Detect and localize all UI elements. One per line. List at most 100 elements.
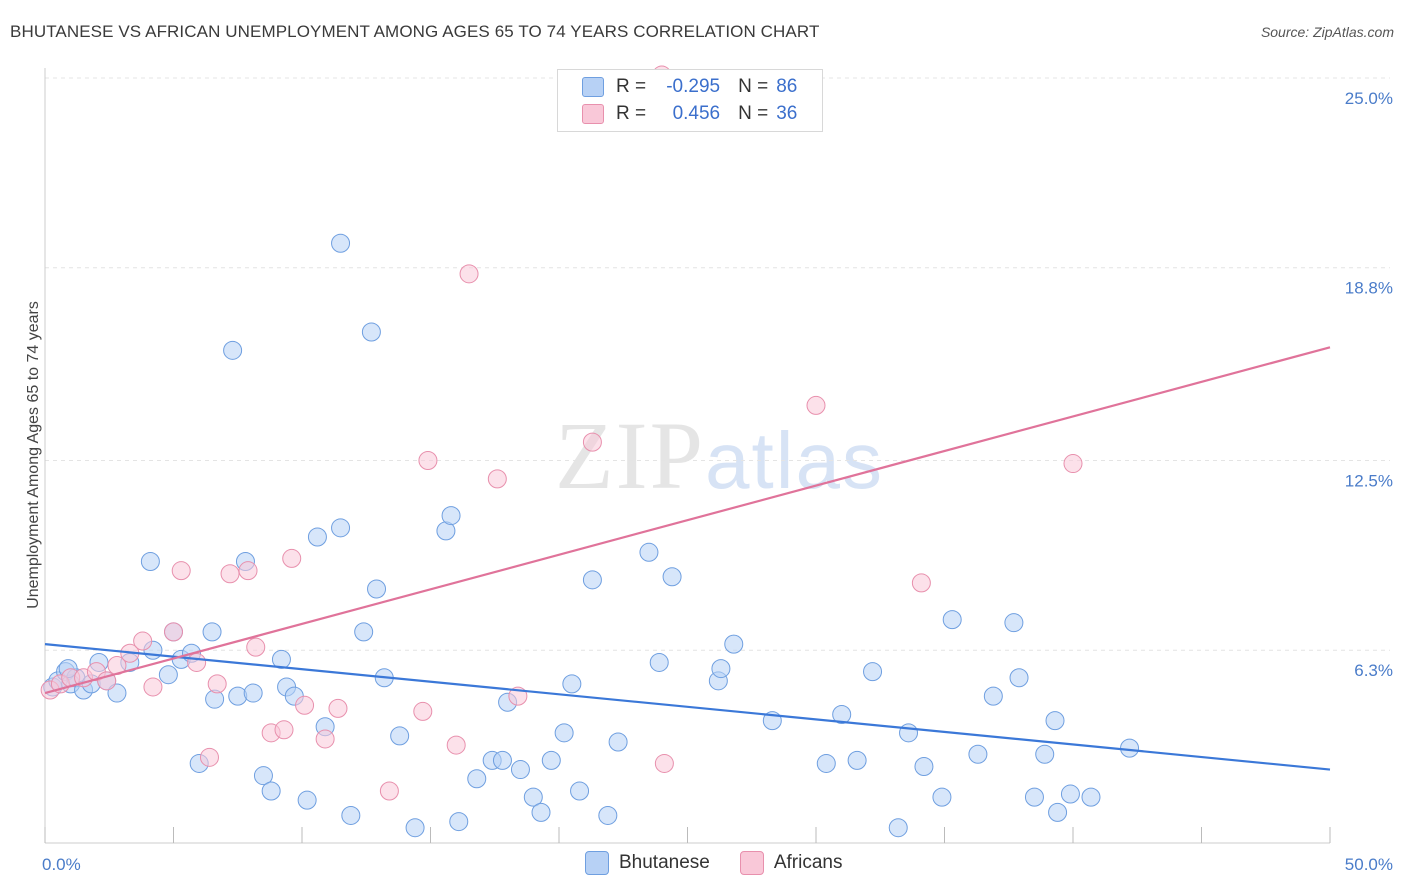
africans-point xyxy=(459,264,479,284)
bhutanese-point xyxy=(1004,613,1024,633)
x-tick-label: 0.0% xyxy=(42,855,81,874)
africans-point xyxy=(133,631,153,651)
bhutanese-point xyxy=(140,551,160,571)
series-legend-africans[interactable]: Africans xyxy=(739,851,843,875)
africans-point xyxy=(171,561,191,581)
bhutanese-point xyxy=(968,744,988,764)
bhutanese-point xyxy=(202,622,222,642)
bhutanese-point xyxy=(649,652,669,672)
y-tick-label: 6.3% xyxy=(1354,661,1393,680)
bhutanese-point xyxy=(467,769,487,789)
bhutanese-point xyxy=(1120,738,1140,758)
bhutanese-point xyxy=(608,732,628,752)
bhutanese-point xyxy=(1035,744,1055,764)
bhutanese-point xyxy=(983,686,1003,706)
x-tick-label: 50.0% xyxy=(1345,855,1393,874)
bhutanese-point xyxy=(492,750,512,770)
legend-swatch-pink xyxy=(582,104,604,124)
bhutanese-point xyxy=(390,726,410,746)
africans-point xyxy=(806,395,826,415)
bhutanese-point xyxy=(341,805,361,825)
source-credit: Source: ZipAtlas.com xyxy=(1260,24,1394,40)
bhutanese-point xyxy=(271,649,291,669)
africans-point xyxy=(199,747,219,767)
africans-point xyxy=(220,564,240,584)
y-tick-label: 12.5% xyxy=(1345,472,1393,491)
africans-point xyxy=(379,781,399,801)
africans-point xyxy=(1063,454,1083,474)
bhutanese-point xyxy=(847,750,867,770)
series-legend-bhutanese[interactable]: Bhutanese xyxy=(585,851,710,875)
bhutanese-point xyxy=(405,818,425,838)
bhutanese-point xyxy=(1081,787,1101,807)
bhutanese-point xyxy=(1048,802,1068,822)
bhutanese-point xyxy=(562,674,582,694)
bhutanese-point xyxy=(449,812,469,832)
africans-point xyxy=(911,573,931,593)
africans-point xyxy=(315,729,335,749)
bhutanese-point xyxy=(570,781,590,801)
bhutanese-point xyxy=(354,622,374,642)
bhutanese-point xyxy=(816,753,836,773)
trend-lines xyxy=(44,346,1331,771)
y-tick-label: 18.8% xyxy=(1345,279,1393,298)
bhutanese-point xyxy=(228,686,248,706)
bhutanese-point xyxy=(541,750,561,770)
legend-r-label: R = xyxy=(616,76,647,97)
tick-labels: 6.3% 12.5% 18.8% 25.0% 0.0% 50.0% xyxy=(42,89,1393,874)
africans-point xyxy=(143,677,163,697)
africans-point xyxy=(295,695,315,715)
data-points xyxy=(40,65,1140,838)
africans-point xyxy=(654,753,674,773)
bhutanese-point xyxy=(863,662,883,682)
bhutanese-point xyxy=(297,790,317,810)
series-swatch-pink xyxy=(739,851,764,875)
legend-row-africans: R = 0.456 N = 36 xyxy=(582,102,797,126)
watermark-zip: ZIP xyxy=(555,402,705,509)
bhutanese-point xyxy=(1060,784,1080,804)
bhutanese-point xyxy=(223,340,243,360)
africans-point xyxy=(187,652,207,672)
africans-point xyxy=(413,701,433,721)
bhutanese-point xyxy=(243,683,263,703)
bhutanese-point xyxy=(598,805,618,825)
bhutanese-point xyxy=(932,787,952,807)
legend-n-value: 36 xyxy=(776,103,798,124)
series-legend-label: Africans xyxy=(773,852,843,873)
bhutanese-point xyxy=(711,659,731,679)
series-swatch-blue xyxy=(585,851,609,875)
legend-row-bhutanese: R = -0.295 N = 86 xyxy=(582,75,797,99)
bhutanese-point xyxy=(261,781,281,801)
africans-trend-line xyxy=(44,346,1331,695)
series-legend-label: Bhutanese xyxy=(619,852,710,873)
africans-point xyxy=(418,451,438,470)
legend-r-value: 0.456 xyxy=(672,103,721,124)
africans-point xyxy=(246,637,266,657)
legend-r-value: -0.295 xyxy=(666,76,721,97)
bhutanese-point xyxy=(531,802,551,822)
legend-swatch-blue xyxy=(582,77,604,97)
axes xyxy=(44,68,1331,844)
y-tick-label: 25.0% xyxy=(1345,89,1393,108)
legend-n-label: N = xyxy=(738,76,769,97)
bhutanese-point xyxy=(331,518,351,538)
bhutanese-point xyxy=(107,683,127,703)
bhutanese-point xyxy=(1045,711,1065,731)
watermark: ZIPatlas xyxy=(555,400,884,511)
legend-r-label: R = xyxy=(616,103,647,124)
bhutanese-point xyxy=(942,610,962,630)
bhutanese-point xyxy=(914,757,934,776)
legend-n-label: N = xyxy=(738,103,769,124)
africans-point xyxy=(328,698,348,718)
bhutanese-point xyxy=(662,567,682,587)
bhutanese-point xyxy=(888,818,908,838)
africans-point xyxy=(282,548,302,568)
bhutanese-point xyxy=(331,233,351,253)
bhutanese-point xyxy=(1009,668,1029,688)
bhutanese-point xyxy=(441,506,461,526)
africans-point xyxy=(207,674,227,694)
bhutanese-point xyxy=(523,787,543,807)
africans-point xyxy=(164,622,183,642)
bhutanese-point xyxy=(307,527,327,547)
